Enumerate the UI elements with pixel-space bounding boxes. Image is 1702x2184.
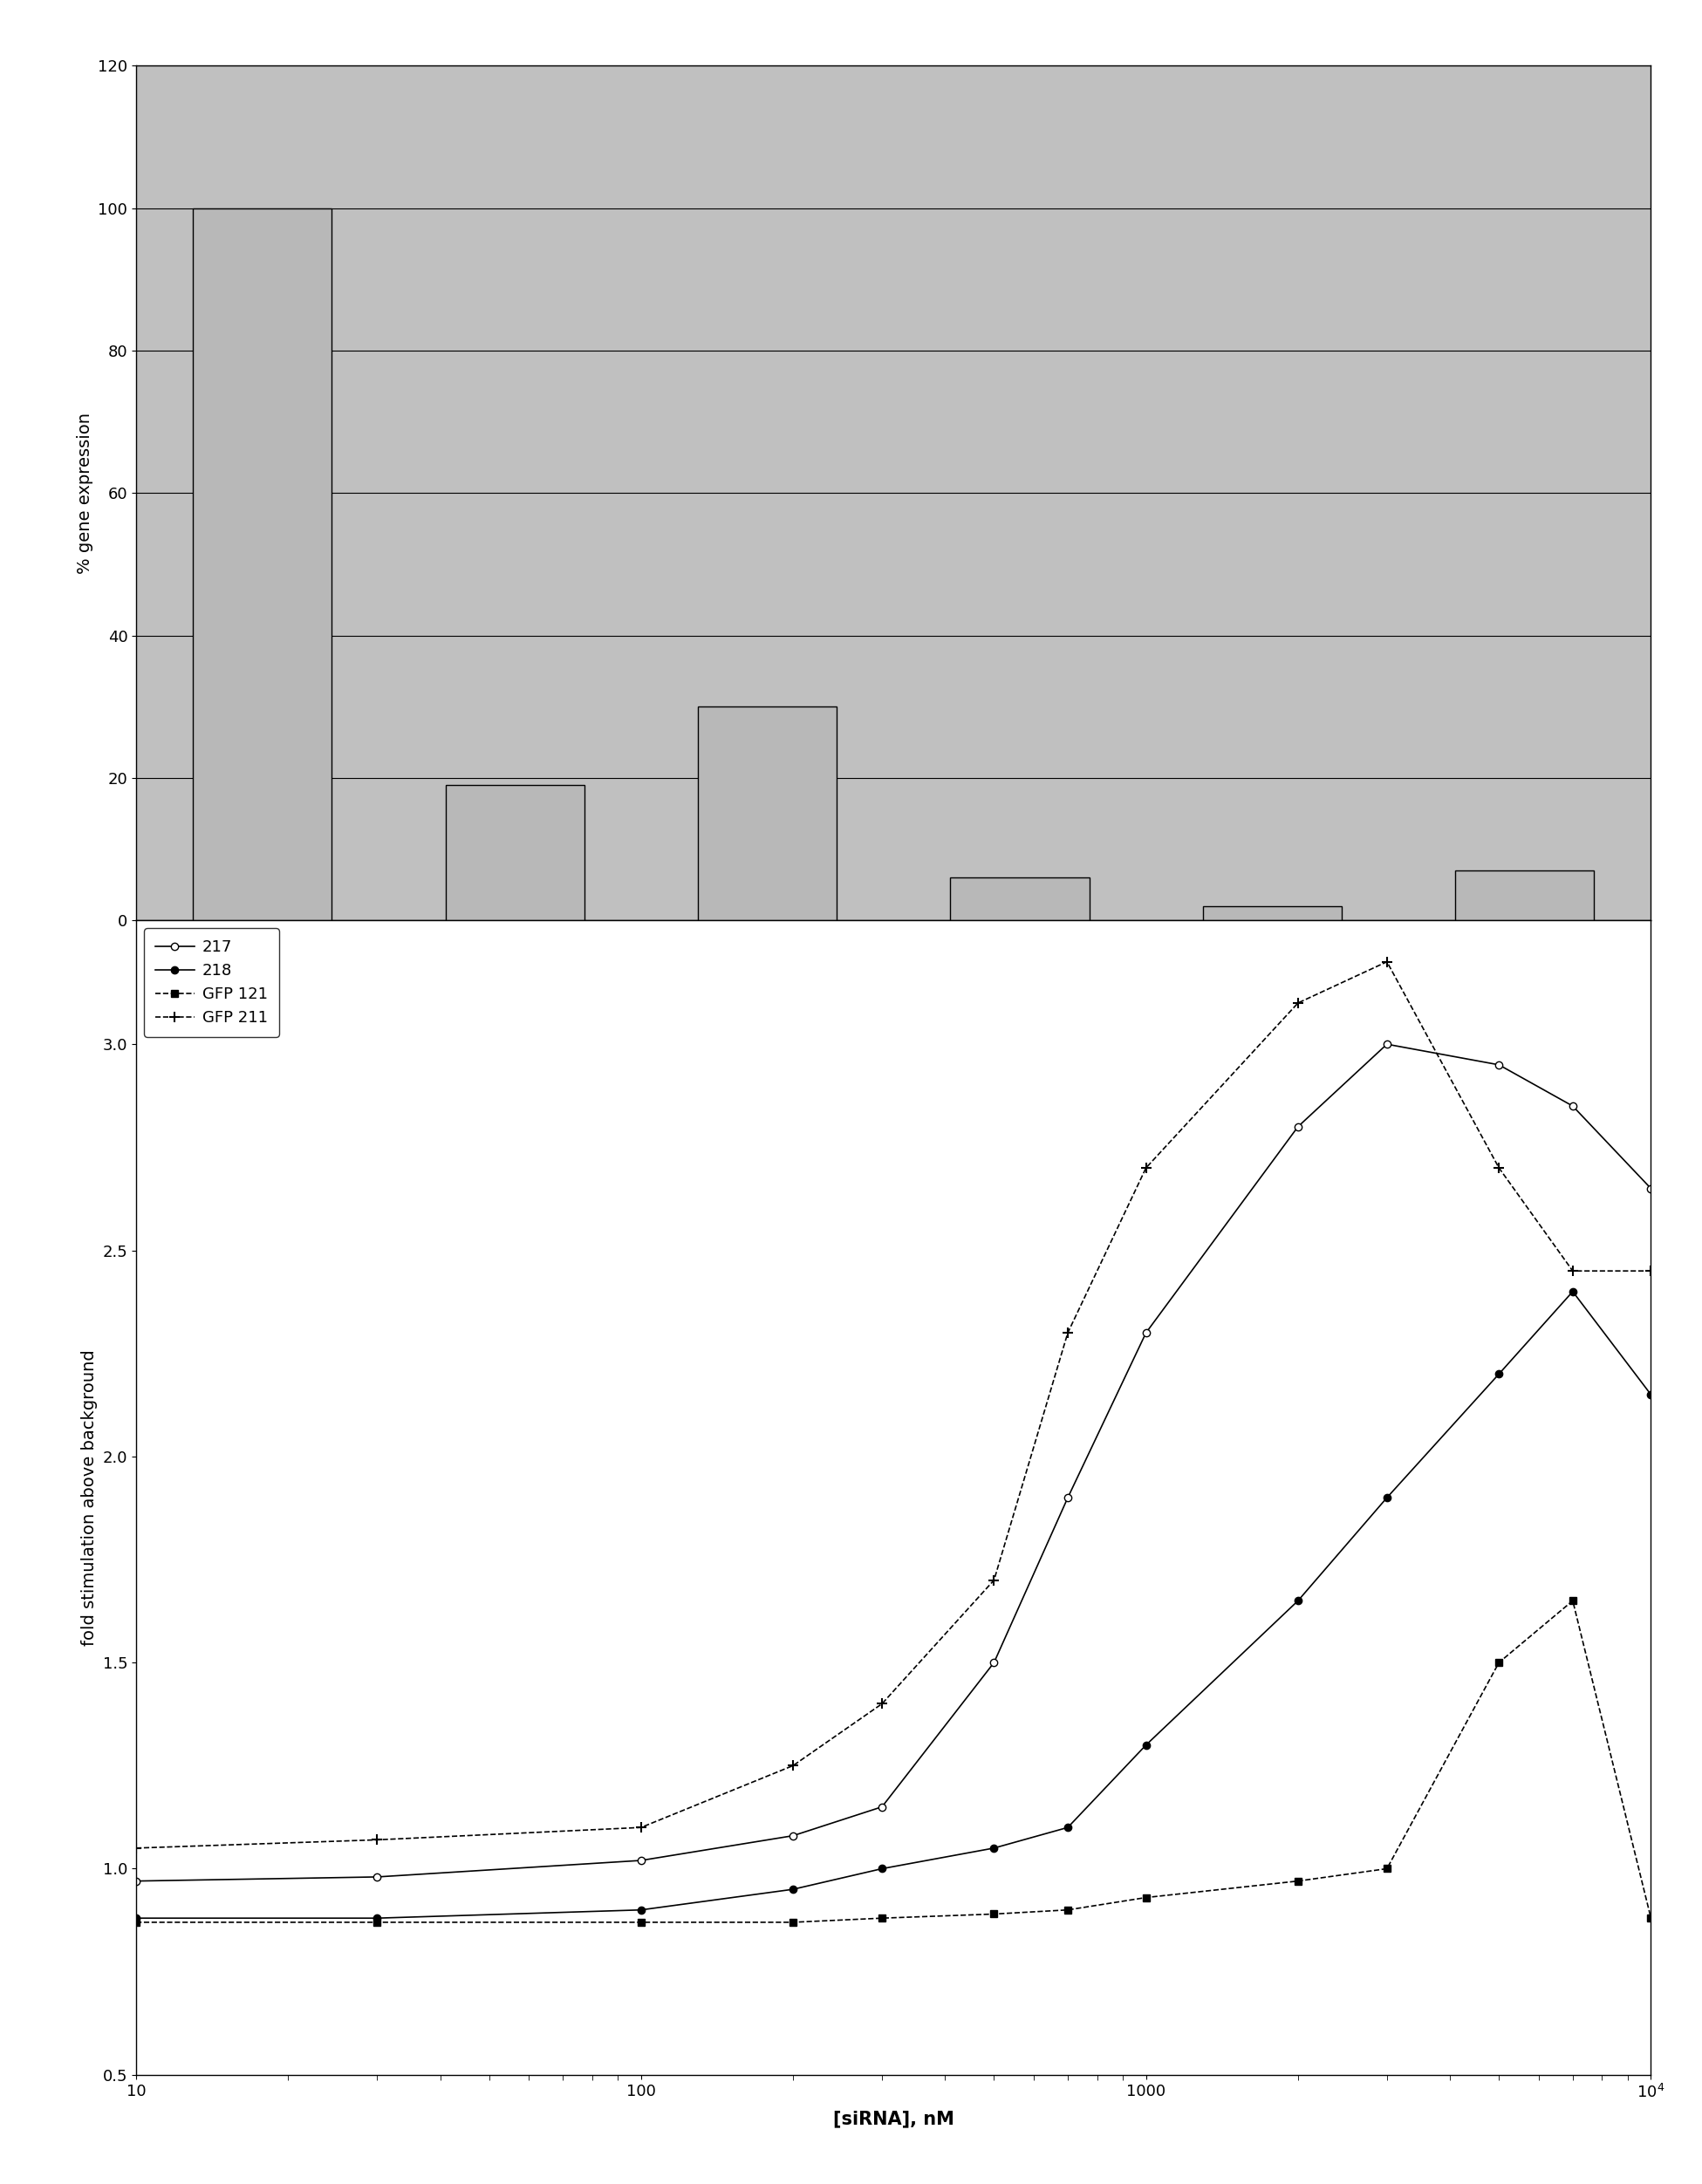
217	[126, 1867, 146, 1894]
GFP 211	[1562, 1258, 1583, 1284]
GFP 121	[984, 1900, 1004, 1926]
GFP 121	[1562, 1588, 1583, 1614]
Text: FIG. 1A: FIG. 1A	[814, 1109, 974, 1147]
218	[1641, 1382, 1661, 1409]
GFP 211	[126, 1835, 146, 1861]
GFP 121	[1288, 1867, 1309, 1894]
GFP 121	[1135, 1885, 1156, 1911]
218	[1288, 1588, 1309, 1614]
GFP 121	[871, 1904, 892, 1931]
X-axis label: [siRNA], nM: [siRNA], nM	[832, 2110, 955, 2127]
GFP 211	[1377, 948, 1397, 974]
217	[1057, 1485, 1077, 1511]
Legend: 217, 218, GFP 121, GFP 211: 217, 218, GFP 121, GFP 211	[145, 928, 279, 1037]
Line: GFP 211: GFP 211	[131, 957, 1656, 1854]
217	[1641, 1175, 1661, 1201]
Bar	[1455, 871, 1595, 919]
Line: 218: 218	[133, 1289, 1654, 1922]
Y-axis label: % gene expression: % gene expression	[77, 413, 94, 574]
218	[1489, 1361, 1510, 1387]
GFP 121	[368, 1909, 388, 1935]
217	[984, 1649, 1004, 1675]
GFP 211	[1489, 1155, 1510, 1182]
217	[871, 1793, 892, 1819]
GFP 121	[1377, 1856, 1397, 1883]
218	[631, 1896, 652, 1922]
GFP 211	[1641, 1258, 1661, 1284]
218	[1057, 1815, 1077, 1841]
217	[1489, 1053, 1510, 1079]
217	[1562, 1092, 1583, 1118]
217	[1377, 1031, 1397, 1057]
218	[1377, 1485, 1397, 1511]
218	[368, 1904, 388, 1931]
GFP 211	[368, 1826, 388, 1852]
217	[631, 1848, 652, 1874]
GFP 121	[1489, 1649, 1510, 1675]
Y-axis label: fold stimulation above background: fold stimulation above background	[82, 1350, 97, 1647]
Line: GFP 121: GFP 121	[133, 1597, 1654, 1926]
217	[1288, 1114, 1309, 1140]
Bar	[1203, 906, 1341, 919]
217	[1135, 1319, 1156, 1345]
Bar	[950, 878, 1089, 919]
GFP 211	[1135, 1155, 1156, 1182]
GFP 211	[1288, 989, 1309, 1016]
X-axis label: siRNA size: siRNA size	[841, 954, 946, 972]
218	[126, 1904, 146, 1931]
217	[783, 1824, 803, 1850]
218	[1562, 1278, 1583, 1304]
GFP 211	[871, 1690, 892, 1717]
GFP 211	[631, 1815, 652, 1841]
Bar	[698, 708, 837, 919]
GFP 121	[126, 1909, 146, 1935]
Bar	[446, 786, 584, 919]
218	[984, 1835, 1004, 1861]
218	[1135, 1732, 1156, 1758]
217	[368, 1863, 388, 1889]
218	[783, 1876, 803, 1902]
GFP 211	[783, 1752, 803, 1778]
GFP 121	[631, 1909, 652, 1935]
GFP 121	[1641, 1904, 1661, 1931]
GFP 121	[1057, 1896, 1077, 1922]
GFP 211	[1057, 1319, 1077, 1345]
Line: 217: 217	[133, 1040, 1654, 1885]
GFP 211	[984, 1566, 1004, 1592]
Bar	[192, 207, 332, 919]
218	[871, 1856, 892, 1883]
GFP 121	[783, 1909, 803, 1935]
